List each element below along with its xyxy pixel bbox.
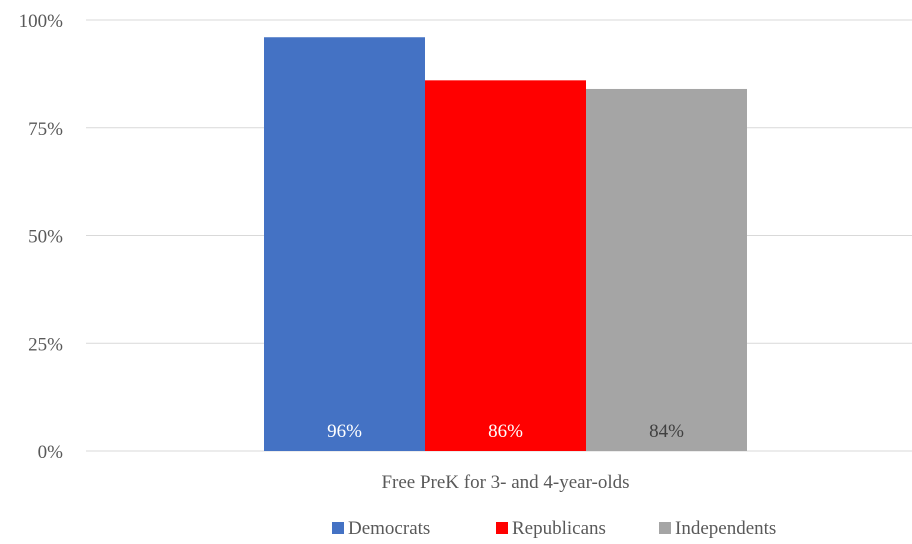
data-label-republicans: 86% xyxy=(488,421,523,442)
data-label-independents: 84% xyxy=(649,421,684,442)
bar-republicans xyxy=(425,80,586,451)
legend-swatch xyxy=(496,522,508,534)
data-labels: 96% 86% 84% xyxy=(327,421,684,442)
legend-item-democrats: Democrats xyxy=(332,518,430,539)
x-category-label: Free PreK for 3- and 4-year-olds xyxy=(381,472,629,493)
legend-label: Democrats xyxy=(348,518,430,539)
legend-label: Independents xyxy=(675,518,776,539)
bars xyxy=(264,37,747,452)
legend-swatch xyxy=(659,522,671,534)
x-axis-category-labels: Free PreK for 3- and 4-year-olds xyxy=(381,472,629,493)
legend: Democrats Republicans Independents xyxy=(332,518,776,539)
y-tick-label: 100% xyxy=(19,11,64,32)
y-tick-label: 25% xyxy=(28,334,63,355)
legend-label: Republicans xyxy=(512,518,606,539)
bar-independents xyxy=(586,88,747,452)
y-tick-label: 50% xyxy=(28,227,63,248)
legend-item-republicans: Republicans xyxy=(496,518,606,539)
data-label-democrats: 96% xyxy=(327,421,362,442)
y-axis-tick-labels: 0% 25% 50% 75% 100% xyxy=(19,11,64,463)
legend-swatch xyxy=(332,522,344,534)
bar-democrats xyxy=(264,37,425,452)
y-tick-label: 0% xyxy=(38,442,64,463)
y-tick-label: 75% xyxy=(28,119,63,140)
legend-item-independents: Independents xyxy=(659,518,776,539)
